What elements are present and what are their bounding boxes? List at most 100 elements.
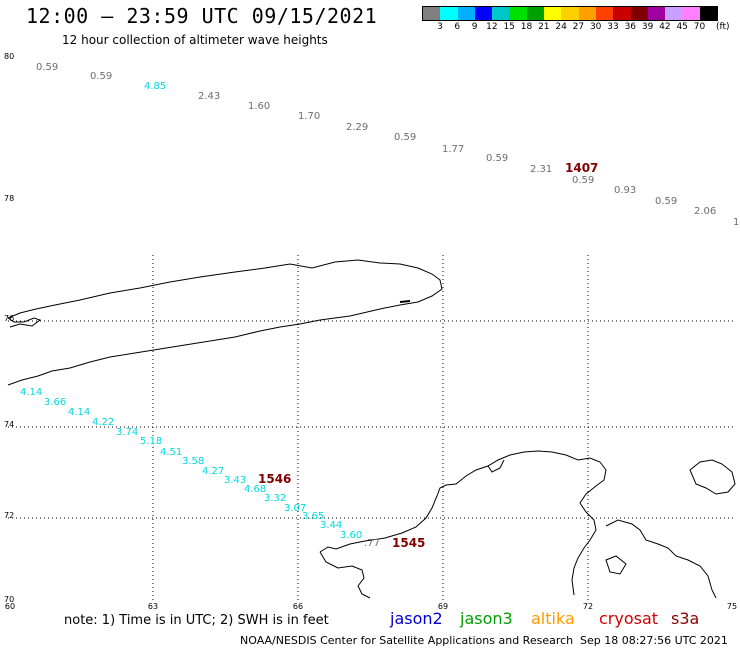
coastline-east-island: [689, 459, 736, 495]
wave-height-value: 0.59: [486, 153, 508, 164]
color-swatch: [595, 7, 614, 20]
color-scale-label: 70: [693, 22, 706, 32]
color-swatch: [509, 7, 527, 20]
coastline-east-inlet: [605, 555, 627, 575]
color-swatch: [578, 7, 596, 20]
color-swatch: [699, 7, 718, 20]
wave-height-value: 0.59: [394, 132, 416, 143]
satellite-legend-altika: altika: [531, 609, 575, 628]
wave-height-value: 0.59: [36, 62, 58, 73]
coastline-east-peninsula: [605, 519, 717, 599]
wave-height-value: 4.51: [160, 447, 182, 458]
map-subtitle: 12 hour collection of altimeter wave hei…: [62, 33, 328, 47]
wave-height-value: 3.60: [340, 530, 362, 541]
color-swatch: [665, 7, 683, 20]
color-scale-label: 39: [641, 22, 654, 32]
wave-height-value: 4.68: [244, 484, 266, 495]
wave-height-value: 3.07: [284, 503, 306, 514]
wave-height-value: 2.31: [530, 164, 552, 175]
color-swatch: [492, 7, 510, 20]
color-scale-label: 24: [555, 22, 567, 32]
color-swatch: [544, 7, 562, 20]
satellite-legend-s3a: s3a: [671, 609, 700, 628]
coastline-lower-south: [319, 551, 371, 599]
color-swatch: [526, 7, 545, 20]
longitude-label: 72: [583, 602, 593, 611]
coastline-river-mouth: [487, 459, 505, 473]
wave-height-value: 1.60: [248, 101, 270, 112]
wave-height-value: 1: [733, 217, 739, 228]
color-swatch: [474, 7, 493, 20]
color-scale-label: 33: [607, 22, 619, 32]
color-scale-label: 9: [471, 22, 478, 32]
map-title: 12:00 — 23:59 UTC 09/15/2021: [26, 4, 378, 28]
wave-height-value: 4.22: [92, 417, 114, 428]
color-scale-label: 42: [659, 22, 671, 32]
color-scale-label: 21: [538, 22, 550, 32]
latitude-label: 76: [4, 314, 14, 323]
satellite-legend-cryosat: cryosat: [599, 609, 659, 628]
generated-timestamp: Sep 18 08:27:56 UTC 2021: [580, 634, 728, 647]
longitude-label: 60: [5, 602, 15, 611]
wave-height-value: 0.59: [655, 196, 677, 207]
color-swatch: [682, 7, 700, 20]
color-scale-label: 45: [676, 22, 688, 32]
satellite-legend-jason3: jason3: [460, 609, 513, 628]
track-north-time-label: 1407: [565, 161, 598, 175]
wave-height-value: 3.65: [302, 511, 324, 522]
track-south-time-label-2: 1545: [392, 536, 425, 550]
color-scale-label: 6: [454, 22, 461, 32]
latitude-label: 74: [4, 420, 14, 429]
color-scale-label: 27: [572, 22, 585, 32]
longitude-label: 75: [727, 602, 737, 611]
color-scale-unit: (ft): [716, 22, 730, 32]
wave-height-value: 3.58: [182, 456, 204, 467]
color-swatch: [613, 7, 631, 20]
satellite-legend-jason2: jason2: [390, 609, 443, 628]
longitude-label: 66: [293, 602, 303, 611]
wave-height-value: 4.85: [144, 81, 166, 92]
latitude-label: 70: [4, 595, 14, 604]
wave-height-value: 2.43: [198, 91, 220, 102]
coastline-upper-west-edge: [7, 317, 42, 328]
wave-height-value: 3.32: [264, 493, 286, 504]
color-swatch: [561, 7, 579, 20]
coastline-lower: [319, 450, 607, 596]
color-scale-label: 12: [486, 22, 498, 32]
wave-height-value: .77: [364, 538, 380, 549]
coastline-upper: [7, 259, 443, 386]
wave-height-value: 3.74: [116, 427, 138, 438]
wave-height-value: 3.43: [224, 475, 246, 486]
wave-height-value: 0.59: [572, 175, 594, 186]
wave-height-value: 0.59: [90, 71, 112, 82]
wave-height-value: 2.06: [694, 206, 716, 217]
color-scale-label: 36: [624, 22, 637, 32]
color-scale-label: 15: [503, 22, 515, 32]
track-south-time-label-1: 1546: [258, 472, 291, 486]
color-scale-label: 3: [437, 22, 443, 32]
latitude-label: 80: [4, 52, 14, 61]
latitude-label: 72: [4, 511, 14, 520]
color-scale-label: 18: [520, 22, 533, 32]
graticule: [8, 255, 734, 600]
wave-height-value: 2.29: [346, 122, 368, 133]
wave-height-value: 4.14: [68, 407, 90, 418]
color-swatch: [457, 7, 475, 20]
wave-height-color-scale: [422, 6, 719, 21]
coastline: [7, 259, 736, 599]
longitude-label: 69: [438, 602, 448, 611]
wave-height-value: 5.18: [140, 436, 162, 447]
track-north-values: 0.59 0.59 4.85 2.43 1.60 1.70 2.29 0.59 1.77 0.59…: [36, 62, 739, 228]
longitude-label: 63: [148, 602, 158, 611]
coastline-upper-notch: [399, 300, 411, 303]
wave-height-value: 4.27: [202, 466, 224, 477]
wave-height-value: 0.93: [614, 185, 636, 196]
wave-height-value: 3.66: [44, 397, 66, 408]
color-swatch: [630, 7, 648, 20]
footnote: note: 1) Time is in UTC; 2) SWH is in fe…: [64, 613, 329, 628]
wave-height-value: 1.70: [298, 111, 320, 122]
color-swatch: [647, 7, 666, 20]
latitude-label: 78: [4, 194, 14, 203]
